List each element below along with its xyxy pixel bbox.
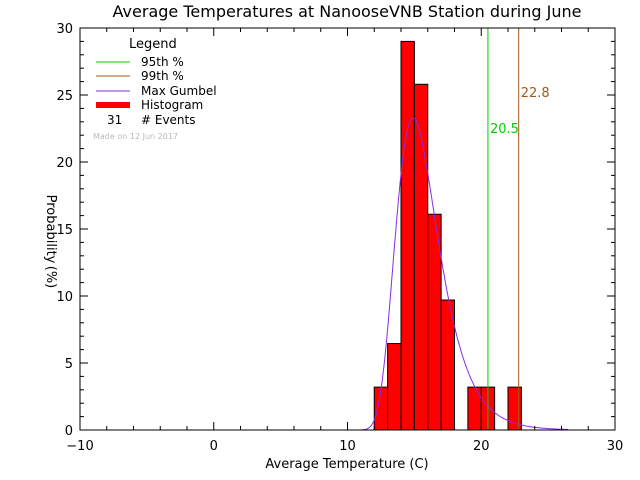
y-tick-label: 15 [56, 223, 73, 238]
histogram-bars [373, 40, 522, 431]
legend: Legend 95th % 99th % Max Gumbel Histogra… [93, 37, 217, 141]
percentile-lines: 20.5 22.8 [487, 28, 550, 430]
legend-gumbel-label: Max Gumbel [141, 84, 217, 98]
y-axis-label: Probability [43, 195, 58, 264]
x-tick-label: −10 [66, 439, 93, 454]
legend-99th-label: 99th % [141, 69, 184, 83]
x-tick-label: 20 [473, 439, 490, 454]
histogram-bar [400, 40, 415, 431]
y-tick-label: 10 [56, 290, 73, 305]
histogram-bar [467, 386, 482, 431]
y-tick-label: 5 [65, 357, 73, 372]
y-tick-label: 20 [56, 156, 73, 171]
legend-event-count: 31 [107, 113, 122, 127]
legend-histogram-label: Histogram [141, 98, 203, 112]
percentile-label: 20.5 [490, 122, 519, 137]
x-axis-ticks: −10 0 10 20 30 [66, 28, 623, 454]
x-tick-label: 30 [607, 439, 624, 454]
y-axis-ticks: 0 5 10 15 20 25 30 [56, 22, 615, 439]
percentile-label: 22.8 [521, 86, 550, 101]
y-tick-label: 30 [56, 22, 73, 37]
gumbel-curve [360, 117, 569, 431]
histogram-bar [373, 386, 389, 431]
made-on-note: Made on 12 Jun 2017 [93, 132, 178, 141]
y-axis-unit: (%) [43, 266, 58, 289]
legend-title: Legend [129, 37, 177, 52]
x-tick-label: 0 [210, 439, 218, 454]
legend-events-label: # Events [141, 113, 196, 127]
chart-title: Average Temperatures at NanooseVNB Stati… [113, 2, 582, 21]
y-tick-label: 0 [65, 424, 73, 439]
gumbel-curve-group [360, 117, 569, 431]
x-axis-label: Average Temperature (C) [265, 457, 428, 472]
histogram-bar [387, 343, 402, 431]
y-tick-label: 25 [56, 89, 73, 104]
x-tick-label: 10 [339, 439, 356, 454]
legend-95th-label: 95th % [141, 55, 184, 69]
